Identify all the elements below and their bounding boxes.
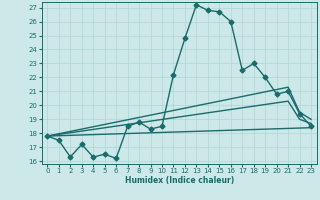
X-axis label: Humidex (Indice chaleur): Humidex (Indice chaleur)	[124, 176, 234, 185]
